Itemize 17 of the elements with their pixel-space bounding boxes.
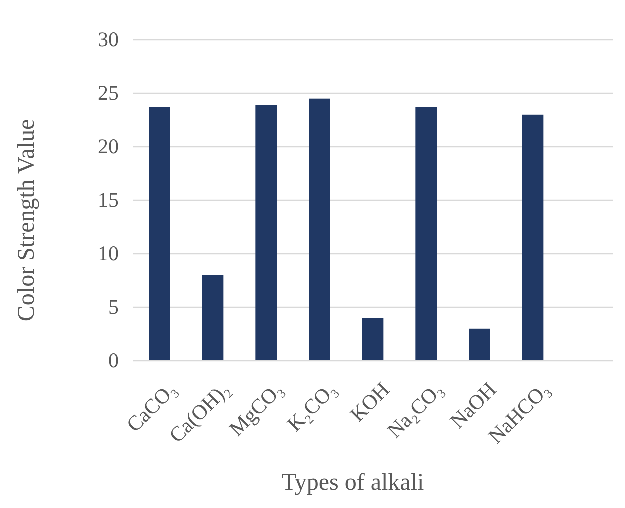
y-tick-label: 10 [98,242,119,266]
y-axis-title: Color Strength Value [14,119,40,322]
x-axis-title: Types of alkali [282,470,424,496]
y-tick-label: 25 [98,81,119,106]
y-tick-label: 20 [98,134,119,159]
y-tick-label: 0 [108,348,119,373]
bar [362,318,384,361]
y-tick-label: 15 [98,188,119,212]
bar [522,114,544,361]
bar [202,275,224,361]
bar [416,107,437,361]
bar [256,105,277,361]
bar [469,328,490,361]
bar [149,107,170,361]
y-tick-label: 30 [98,28,119,52]
bar [309,98,330,361]
y-tick-label: 5 [108,295,119,320]
